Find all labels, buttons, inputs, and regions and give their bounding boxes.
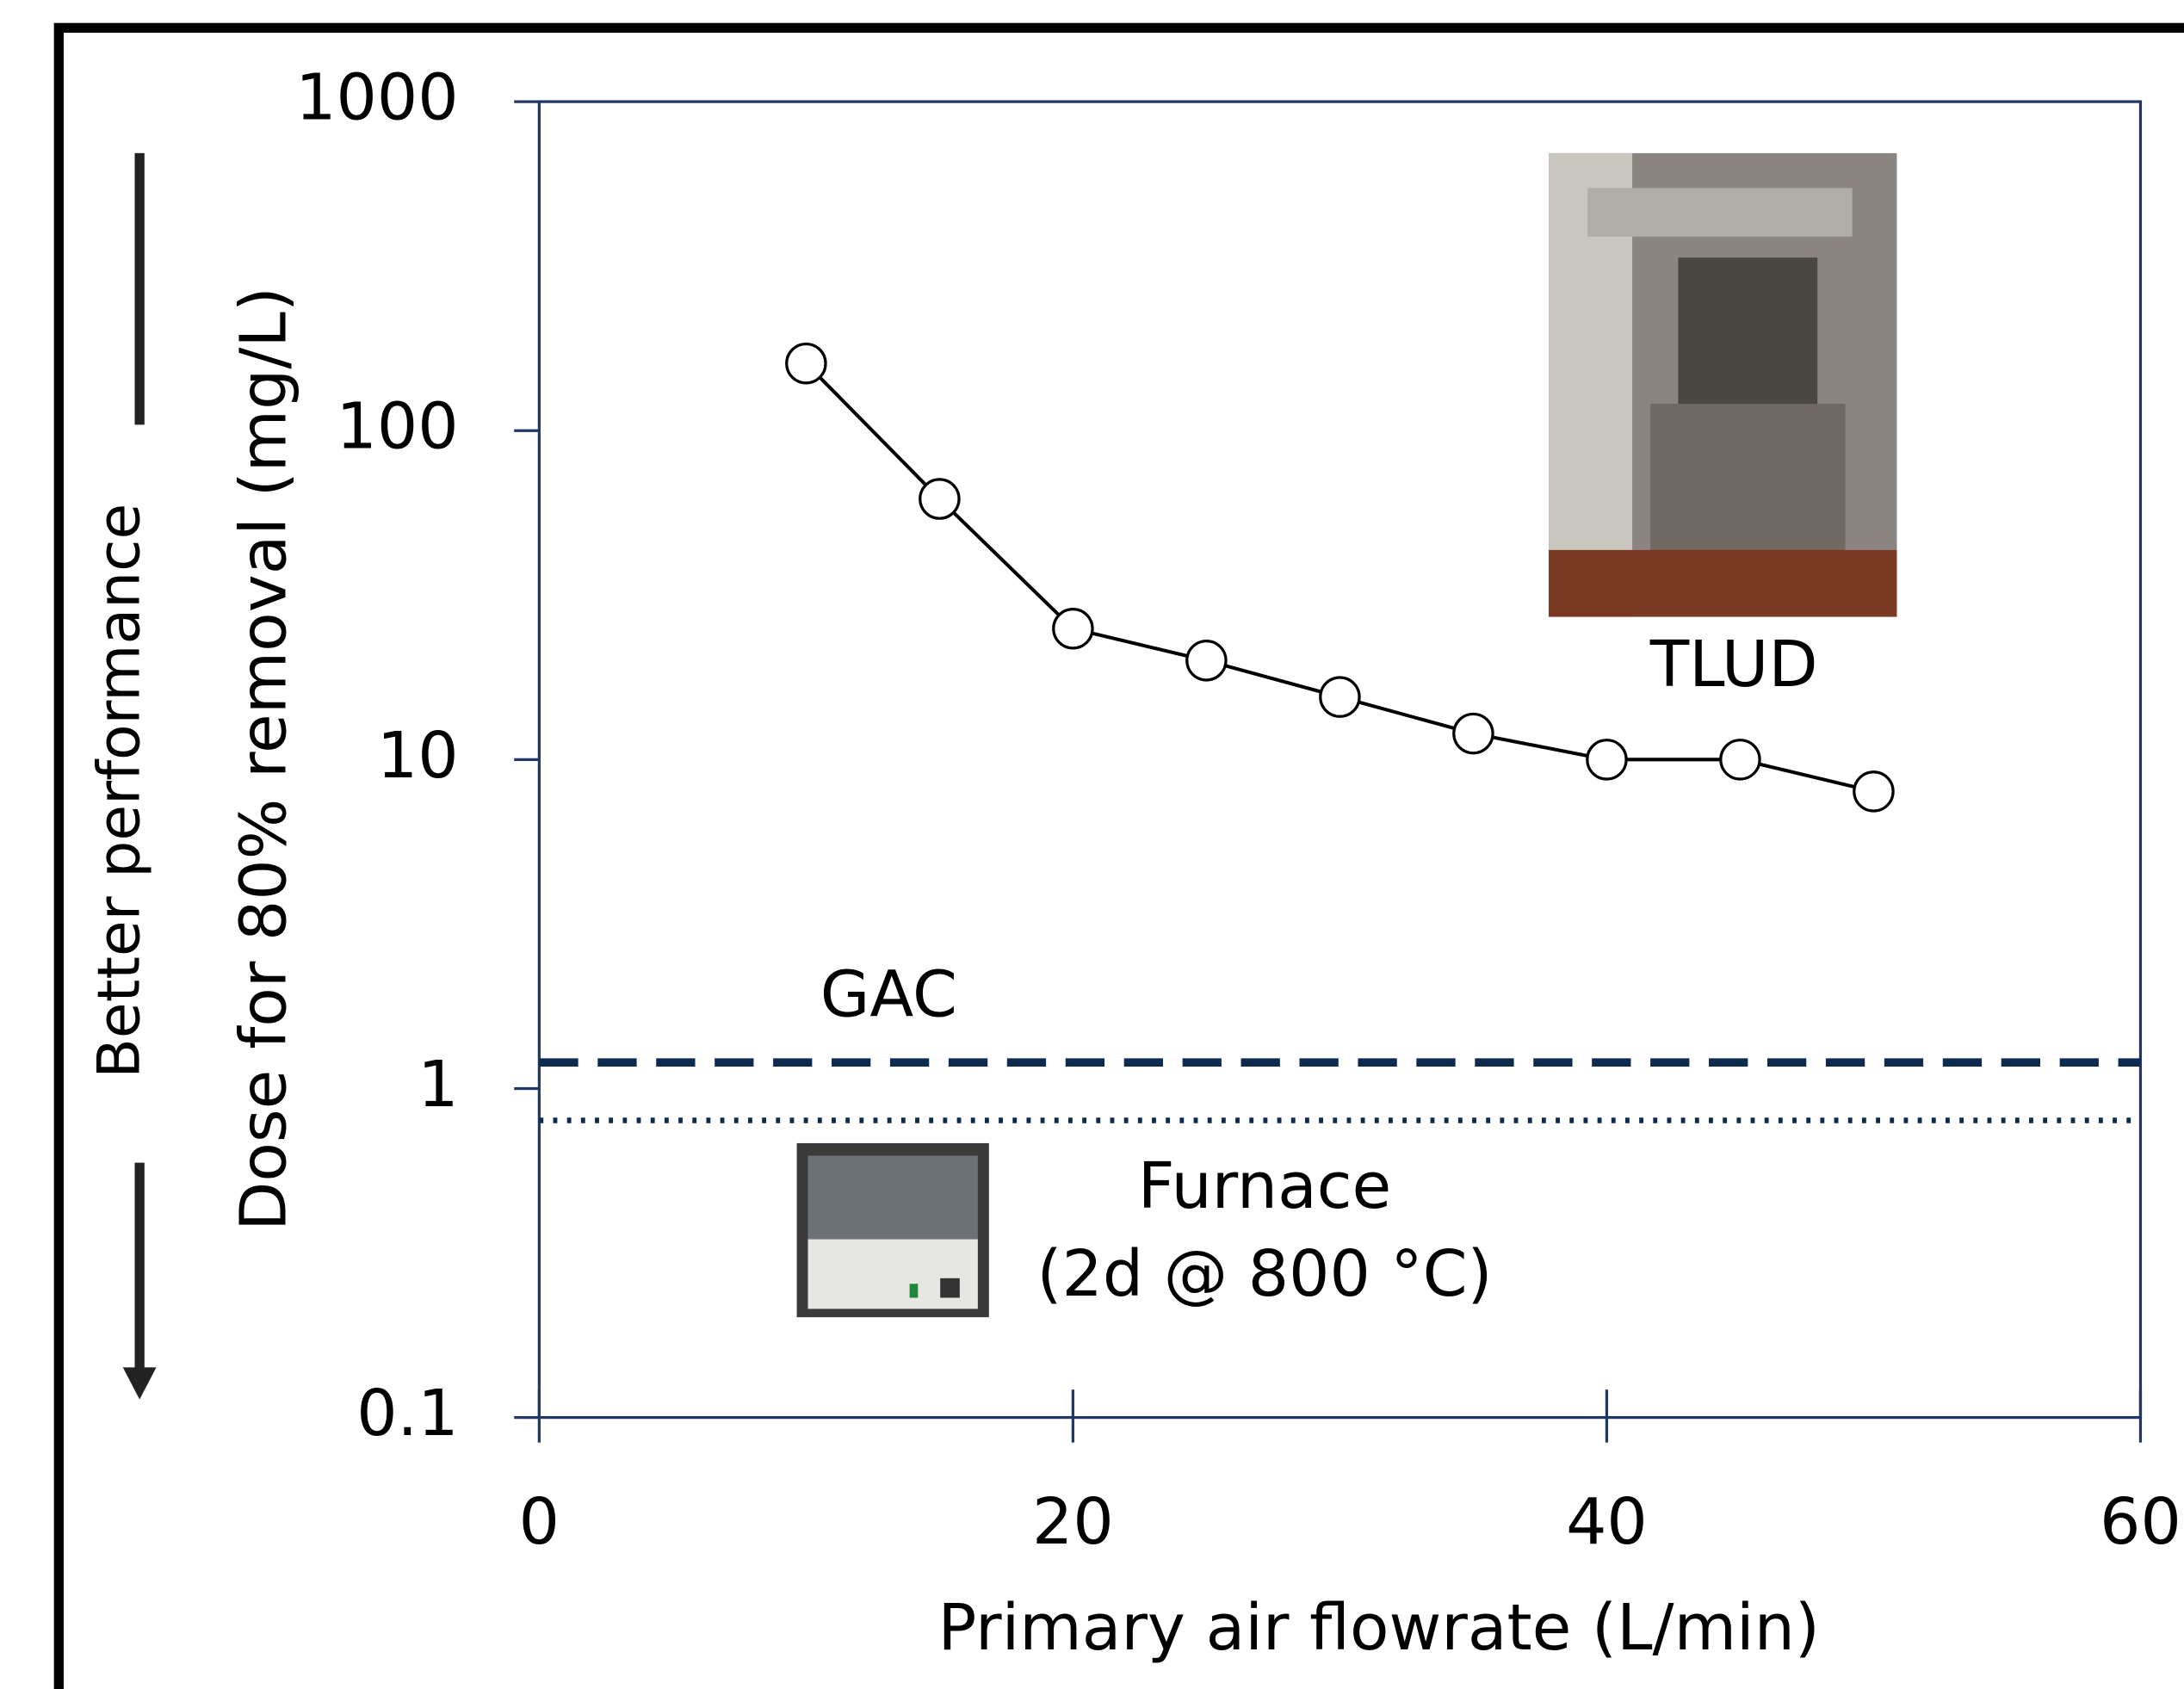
- y-tick-label: 100: [337, 389, 459, 464]
- data-point: [1185, 640, 1228, 682]
- y-tick-label: 0.1: [356, 1376, 458, 1451]
- data-point: [1719, 739, 1761, 781]
- furnace-photo: [796, 1142, 989, 1318]
- y-tick-label: 1000: [295, 60, 458, 135]
- x-tick-label: 20: [1032, 1484, 1114, 1559]
- performance-arrow: [122, 152, 157, 1400]
- x-tick-label: 60: [2100, 1484, 2181, 1559]
- y-tick-label: 1: [418, 1047, 458, 1122]
- reference-note: (2d @ 800 °C): [1037, 1236, 1493, 1311]
- side-note: Better performance: [85, 504, 153, 1079]
- x-axis-title: Primary air flowrate (L/min): [937, 1590, 1819, 1665]
- tlud-photo: [1549, 152, 1897, 617]
- data-point: [1452, 712, 1494, 755]
- data-point: [1586, 739, 1628, 781]
- data-point: [1319, 676, 1361, 718]
- reference-label: Furnace: [1138, 1148, 1392, 1223]
- y-axis-title: Dose for 80% removal (mg/L): [226, 287, 300, 1231]
- data-point: [919, 478, 961, 520]
- data-point: [1853, 770, 1895, 813]
- x-tick-label: 40: [1566, 1484, 1648, 1559]
- series-label: TLUD: [1649, 627, 1818, 702]
- data-point: [785, 342, 827, 385]
- reference-label: GAC: [820, 956, 957, 1031]
- y-tick-label: 10: [377, 718, 459, 793]
- x-tick-label: 0: [519, 1484, 560, 1559]
- data-point: [1052, 608, 1094, 650]
